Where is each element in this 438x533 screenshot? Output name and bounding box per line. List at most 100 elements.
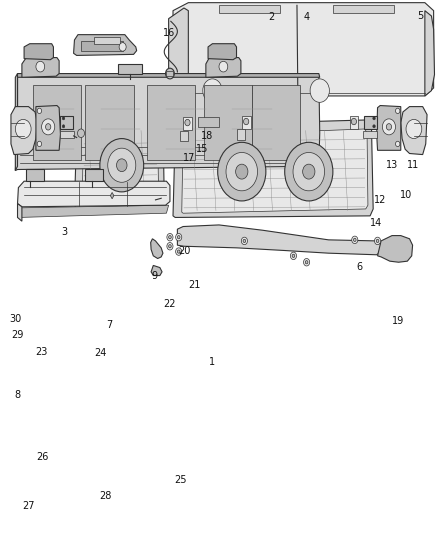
Polygon shape (377, 106, 401, 150)
Circle shape (167, 233, 173, 241)
Text: 21: 21 (189, 280, 201, 290)
Polygon shape (82, 130, 159, 201)
Polygon shape (11, 107, 37, 155)
Polygon shape (110, 192, 114, 199)
Bar (118, 64, 142, 74)
Polygon shape (15, 74, 18, 171)
Circle shape (62, 125, 65, 128)
Circle shape (236, 164, 248, 179)
Text: 3: 3 (62, 227, 68, 237)
Circle shape (293, 152, 325, 191)
Text: 4: 4 (304, 12, 310, 22)
Text: 22: 22 (164, 299, 176, 309)
Bar (363, 131, 377, 138)
Polygon shape (24, 44, 53, 60)
Bar (85, 85, 134, 160)
Circle shape (176, 248, 182, 255)
Circle shape (352, 236, 358, 244)
Circle shape (406, 119, 422, 139)
Text: 20: 20 (178, 246, 190, 255)
Circle shape (108, 148, 136, 182)
Text: 23: 23 (35, 347, 48, 357)
Polygon shape (15, 74, 320, 171)
Polygon shape (206, 58, 241, 77)
Bar (60, 116, 73, 129)
Text: 18: 18 (201, 131, 213, 141)
Bar (33, 85, 81, 160)
Circle shape (304, 259, 310, 266)
Circle shape (351, 118, 357, 125)
Circle shape (285, 142, 333, 201)
Bar (242, 116, 251, 129)
Circle shape (374, 237, 381, 245)
Polygon shape (425, 11, 434, 96)
Circle shape (292, 254, 295, 257)
Bar (183, 117, 192, 130)
Circle shape (244, 118, 249, 125)
Polygon shape (182, 129, 368, 213)
Circle shape (177, 236, 180, 239)
Circle shape (382, 119, 396, 135)
Text: 6: 6 (356, 262, 362, 271)
Text: 16: 16 (163, 28, 176, 38)
Circle shape (15, 119, 31, 139)
Circle shape (117, 159, 127, 172)
Circle shape (46, 124, 51, 130)
Bar (204, 85, 252, 160)
Circle shape (166, 68, 174, 79)
Circle shape (243, 239, 246, 243)
Polygon shape (22, 58, 59, 77)
Text: 14: 14 (370, 218, 382, 228)
Polygon shape (151, 265, 162, 276)
Polygon shape (151, 239, 163, 259)
Polygon shape (219, 5, 280, 13)
Bar (60, 131, 74, 138)
Circle shape (386, 124, 392, 130)
Polygon shape (378, 236, 413, 262)
Circle shape (167, 243, 173, 250)
Circle shape (226, 152, 258, 191)
Circle shape (373, 117, 375, 120)
Bar (237, 129, 245, 140)
Text: 12: 12 (374, 195, 386, 205)
Circle shape (310, 79, 329, 102)
Circle shape (62, 117, 65, 120)
Text: 17: 17 (183, 153, 195, 163)
Text: 1: 1 (209, 358, 215, 367)
Bar (85, 169, 103, 181)
Text: 7: 7 (106, 320, 113, 330)
Text: 30: 30 (9, 314, 21, 324)
Polygon shape (333, 5, 394, 13)
Polygon shape (169, 8, 188, 96)
Circle shape (36, 61, 45, 72)
Circle shape (78, 129, 85, 138)
Text: 29: 29 (11, 330, 24, 340)
Circle shape (119, 43, 126, 51)
Bar (252, 85, 300, 160)
Polygon shape (74, 35, 137, 55)
Polygon shape (18, 205, 169, 217)
Text: 5: 5 (417, 11, 424, 21)
Circle shape (37, 141, 42, 147)
Circle shape (303, 164, 315, 179)
Bar (26, 169, 44, 181)
Circle shape (373, 125, 375, 128)
Text: 11: 11 (407, 160, 419, 170)
Bar (364, 116, 377, 129)
Circle shape (169, 245, 171, 248)
Bar (94, 37, 120, 44)
Text: 24: 24 (95, 349, 107, 358)
Circle shape (218, 142, 266, 201)
Circle shape (396, 141, 400, 147)
Circle shape (177, 250, 180, 253)
Circle shape (396, 108, 400, 114)
Text: 2: 2 (268, 12, 275, 22)
Bar (180, 131, 188, 141)
Polygon shape (18, 181, 170, 207)
Circle shape (219, 61, 228, 72)
Text: 8: 8 (14, 391, 21, 400)
Polygon shape (173, 120, 373, 217)
Circle shape (185, 119, 190, 126)
Polygon shape (166, 71, 173, 76)
Circle shape (203, 79, 222, 102)
